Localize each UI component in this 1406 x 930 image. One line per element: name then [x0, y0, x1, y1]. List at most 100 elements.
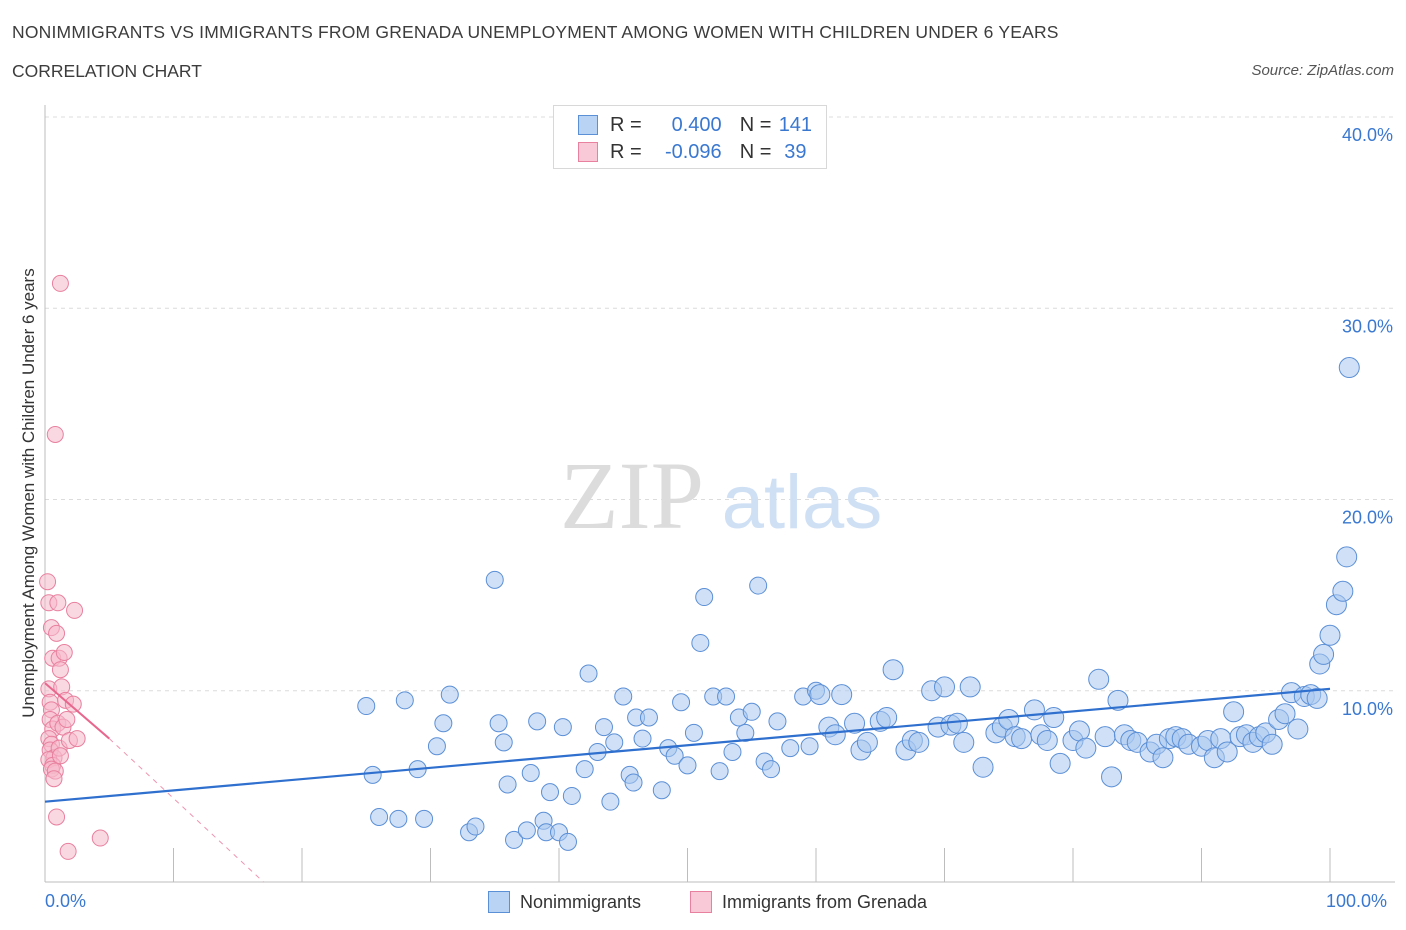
- immigrants-point: [45, 770, 63, 788]
- immigrants-point: [66, 601, 84, 619]
- nonimmigrants-point: [678, 756, 697, 775]
- nonimmigrants-point: [541, 783, 560, 802]
- legend-n-value: 141: [778, 113, 813, 136]
- nonimmigrants-point: [749, 576, 768, 595]
- nonimmigrants-point: [605, 733, 624, 752]
- nonimmigrants-point: [1023, 699, 1045, 721]
- nonimmigrants-trend-line: [44, 687, 1331, 803]
- nonimmigrants-point: [389, 809, 408, 828]
- legend-n-value: 39: [784, 140, 807, 163]
- y-axis-label: Unemployment Among Women with Children U…: [19, 268, 38, 718]
- nonimmigrants-point: [498, 775, 517, 794]
- watermark-atlas: atlas: [722, 460, 883, 545]
- nonimmigrants-point: [710, 762, 729, 781]
- nonimmigrants-point: [1313, 643, 1335, 665]
- nonimmigrants-point: [1261, 733, 1283, 755]
- nonimmigrants-point: [562, 786, 581, 805]
- nonimmigrants-point: [736, 723, 755, 742]
- nonimmigrants-point: [800, 737, 819, 756]
- immigrants-point: [58, 710, 76, 728]
- legend-swatch-pink: [578, 142, 598, 162]
- correlation-legend: R = 0.400 N = 141 R = -0.096 N = 39: [553, 105, 827, 169]
- immigrants-trend-line: [44, 682, 110, 740]
- nonimmigrants-point: [1319, 624, 1341, 646]
- nonimmigrants-point: [415, 809, 434, 828]
- immigrants-point: [48, 624, 66, 642]
- nonimmigrants-points: [357, 357, 1360, 851]
- nonimmigrants-point: [844, 712, 866, 734]
- nonimmigrants-point: [824, 724, 846, 746]
- nonimmigrants-point: [723, 742, 742, 761]
- nonimmigrants-point: [466, 817, 485, 836]
- nonimmigrants-point: [934, 676, 955, 698]
- nonimmigrants-point: [601, 792, 620, 811]
- y-tick-label: 20.0%: [1342, 508, 1393, 528]
- nonimmigrants-point: [357, 697, 376, 716]
- legend-n-label: N =: [739, 140, 772, 163]
- legend-swatch-blue: [578, 115, 598, 135]
- nonimmigrants-point: [876, 707, 898, 729]
- source-credit: Source: ZipAtlas.com: [1251, 62, 1394, 79]
- nonimmigrants-point: [594, 718, 613, 737]
- y-tick-labels: 10.0% 20.0% 30.0% 40.0%: [1342, 125, 1393, 719]
- nonimmigrants-point: [528, 712, 547, 731]
- nonimmigrants-point: [1306, 687, 1328, 709]
- nonimmigrants-point: [505, 830, 524, 849]
- y-tick-label: 40.0%: [1342, 125, 1393, 145]
- nonimmigrants-point: [639, 708, 658, 727]
- immigrants-point: [64, 695, 82, 713]
- immigrants-point: [51, 661, 69, 679]
- nonimmigrants-point: [370, 807, 389, 826]
- immigrants-point: [46, 425, 64, 443]
- x-tick-label-max: 100.0%: [1326, 891, 1388, 911]
- nonimmigrants-point: [614, 687, 633, 706]
- immigrants-point: [51, 747, 69, 765]
- nonimmigrants-point: [672, 693, 691, 712]
- nonimmigrants-point: [485, 570, 504, 589]
- y-tick-label: 30.0%: [1342, 316, 1393, 336]
- nonimmigrants-point: [1043, 707, 1065, 729]
- bottom-legend-swatch-pink: [690, 891, 712, 913]
- nonimmigrants-point: [1338, 357, 1360, 379]
- watermark-zip: ZIP: [560, 442, 704, 549]
- nonimmigrants-point: [633, 729, 652, 748]
- legend-n-label: N =: [739, 113, 772, 136]
- nonimmigrants-point: [1332, 580, 1354, 602]
- nonimmigrants-point: [781, 739, 800, 758]
- nonimmigrants-point: [695, 588, 714, 607]
- legend-r-value: -0.096: [664, 140, 722, 163]
- nonimmigrants-point: [1287, 718, 1309, 740]
- bottom-legend-swatch-blue: [488, 891, 510, 913]
- legend-r-value: 0.400: [671, 113, 722, 136]
- nonimmigrants-point: [494, 733, 513, 752]
- bottom-legend-label: Immigrants from Grenada: [722, 891, 928, 912]
- x-tick-label-min: 0.0%: [45, 891, 87, 911]
- nonimmigrants-point: [742, 702, 761, 721]
- immigrants-point: [48, 808, 66, 826]
- nonimmigrants-point: [1075, 737, 1097, 759]
- nonimmigrants-point: [809, 684, 831, 706]
- nonimmigrants-point: [1011, 728, 1033, 750]
- trend-lines: [44, 682, 1331, 883]
- nonimmigrants-point: [553, 718, 572, 737]
- nonimmigrants-point: [1152, 747, 1174, 769]
- nonimmigrants-point: [717, 687, 736, 706]
- immigrants-point: [91, 829, 109, 847]
- legend-row-nonimmigrants: R = 0.400 N = 141: [578, 113, 813, 137]
- immigrants-point: [68, 730, 86, 748]
- nonimmigrants-point: [1107, 689, 1129, 711]
- nonimmigrants-point: [434, 714, 453, 733]
- bottom-legend-nonimmigrants: Nonimmigrants: [488, 889, 641, 915]
- grid-lines: [45, 116, 1395, 692]
- nonimmigrants-point: [652, 781, 671, 800]
- y-tick-label: 10.0%: [1342, 699, 1393, 719]
- nonimmigrants-point: [1336, 546, 1358, 568]
- nonimmigrants-point: [1274, 703, 1296, 725]
- nonimmigrants-point: [1223, 701, 1245, 723]
- immigrants-point: [59, 842, 77, 860]
- nonimmigrants-point: [1101, 766, 1123, 788]
- nonimmigrants-point: [908, 731, 930, 753]
- nonimmigrants-point: [517, 821, 536, 840]
- immigrants-point: [51, 274, 69, 292]
- nonimmigrants-point: [1049, 752, 1071, 774]
